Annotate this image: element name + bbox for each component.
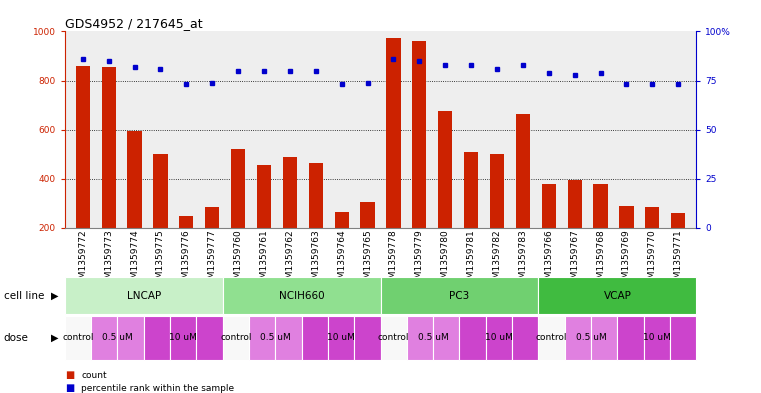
Bar: [361, 202, 374, 228]
Text: control: control: [62, 334, 94, 342]
Bar: [412, 41, 426, 228]
Bar: [387, 38, 400, 228]
Text: 10 uM: 10 uM: [327, 334, 355, 342]
Bar: [516, 114, 530, 228]
Text: control: control: [220, 334, 251, 342]
Bar: [438, 110, 452, 228]
Text: control: control: [536, 334, 567, 342]
Bar: [75, 66, 90, 228]
Text: 0.5 uM: 0.5 uM: [102, 334, 132, 342]
Text: dose: dose: [4, 333, 29, 343]
Bar: [464, 152, 478, 228]
Bar: [180, 216, 193, 228]
Text: 10 uM: 10 uM: [643, 334, 670, 342]
Bar: [490, 154, 504, 228]
Bar: [542, 184, 556, 228]
Bar: [309, 163, 323, 228]
Bar: [154, 154, 167, 228]
Bar: [127, 131, 142, 228]
Text: 0.5 uM: 0.5 uM: [575, 334, 607, 342]
Text: percentile rank within the sample: percentile rank within the sample: [81, 384, 234, 393]
Text: ▶: ▶: [51, 333, 59, 343]
Text: PC3: PC3: [449, 291, 470, 301]
Text: 0.5 uM: 0.5 uM: [418, 334, 448, 342]
Text: GDS4952 / 217645_at: GDS4952 / 217645_at: [65, 17, 202, 30]
Bar: [283, 157, 297, 228]
Text: count: count: [81, 371, 107, 380]
Bar: [231, 149, 245, 228]
Bar: [671, 213, 686, 228]
Bar: [257, 165, 271, 228]
Text: 10 uM: 10 uM: [485, 334, 513, 342]
Text: control: control: [378, 334, 409, 342]
Bar: [568, 180, 581, 228]
Text: ▶: ▶: [51, 291, 59, 301]
Text: VCAP: VCAP: [603, 291, 632, 301]
Bar: [335, 212, 349, 228]
Bar: [205, 207, 219, 228]
Text: 0.5 uM: 0.5 uM: [260, 334, 291, 342]
Bar: [619, 206, 634, 228]
Text: ■: ■: [65, 370, 74, 380]
Bar: [101, 67, 116, 228]
Text: ■: ■: [65, 383, 74, 393]
Text: LNCAP: LNCAP: [126, 291, 161, 301]
Bar: [645, 207, 660, 228]
Text: 10 uM: 10 uM: [169, 334, 197, 342]
Text: NCIH660: NCIH660: [279, 291, 324, 301]
Bar: [594, 184, 607, 228]
Text: cell line: cell line: [4, 291, 44, 301]
